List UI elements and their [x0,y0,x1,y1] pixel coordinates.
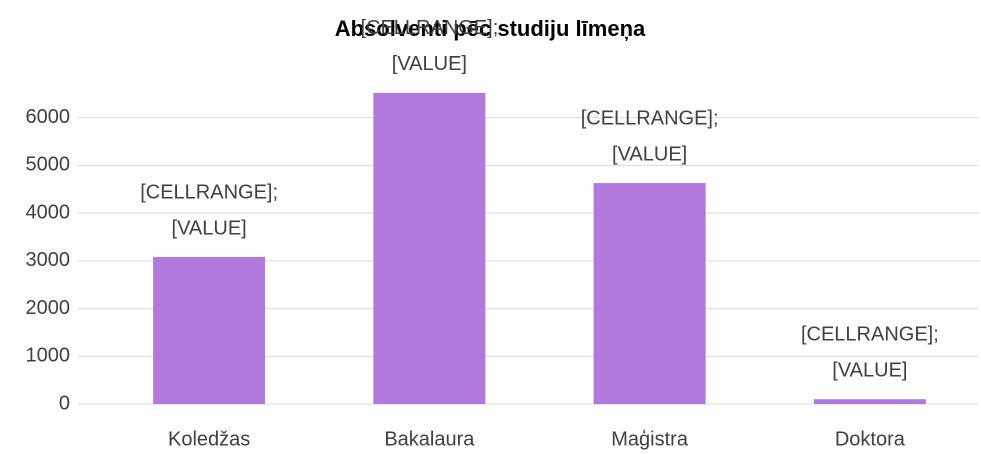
x-tick-label: Doktora [835,428,906,450]
y-tick-label: 6000 [26,106,71,128]
bar [593,183,706,404]
x-tick-label: Koledžas [168,428,250,450]
y-tick-label: 4000 [26,201,71,223]
y-tick-label: 5000 [26,154,71,176]
data-label: [CELLRANGE]; [801,324,939,346]
data-label: [CELLRANGE]; [581,107,719,129]
y-tick-label: 0 [59,392,70,414]
data-label: [CELLRANGE]; [360,17,498,39]
data-label: [CELLRANGE]; [140,181,278,203]
x-tick-label: Bakalaura [384,428,475,450]
data-label: [VALUE] [612,143,687,165]
data-label: [VALUE] [832,360,907,382]
bar [373,92,486,404]
bar [813,399,926,404]
chart-title: Absolventi pēc studiju līmeņa [335,16,646,41]
bar [153,257,266,404]
y-tick-label: 3000 [26,249,71,271]
data-label: [VALUE] [172,217,247,239]
y-tick-label: 1000 [26,345,71,367]
x-tick-label: Maģistra [611,428,689,450]
data-label: [VALUE] [392,53,467,75]
y-tick-label: 2000 [26,297,71,319]
